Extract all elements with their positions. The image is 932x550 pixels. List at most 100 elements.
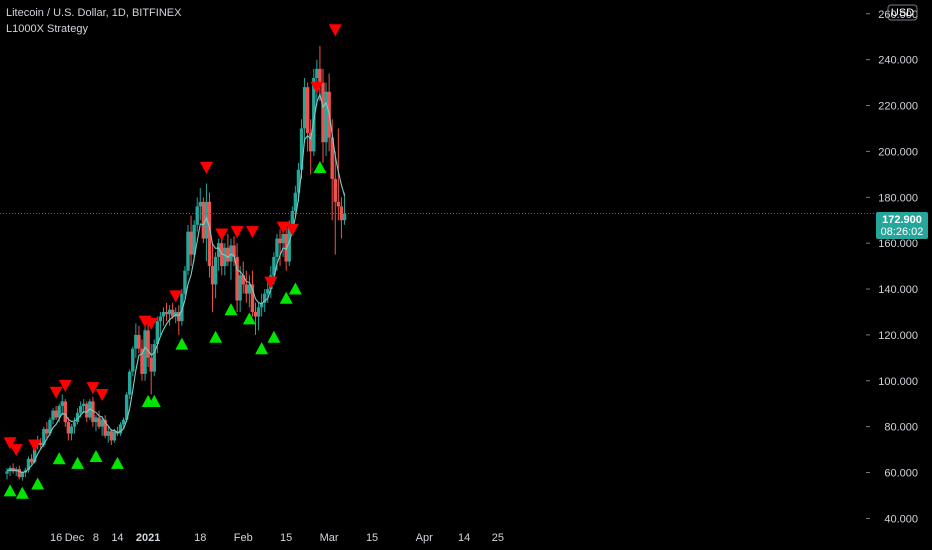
candle-body [121,419,126,425]
candle [45,422,49,439]
candle [302,77,307,143]
candle-body [146,330,150,358]
candle [210,243,215,312]
candle-body [20,472,25,478]
sell-signal-icon [95,389,109,402]
sell-signal-icon [3,437,17,450]
candle-body [318,68,322,83]
candle [201,197,206,244]
candle-body [100,419,104,427]
candle-body [333,178,337,202]
candle-body [124,394,129,420]
candle-body [158,316,163,322]
candle [253,302,258,335]
candle-body [63,401,67,423]
sell-signal-icon [199,161,213,174]
candle-body [97,417,101,427]
buy-signal-icon [15,486,29,499]
sell-signal-icon [58,379,72,392]
candle-body [17,469,21,478]
x-tick-label: 8 [93,532,99,544]
sell-signal-icon [86,382,100,395]
sell-signal-icon [310,81,324,94]
buy-signal-icon [71,456,85,469]
sell-signal-icon [9,444,23,457]
x-tick-label: 18 [194,532,206,544]
candle-body [109,431,114,441]
candle [198,188,202,221]
candle [284,224,288,271]
buy-signal-icon [242,312,256,325]
candle-body [238,275,242,301]
candle [192,220,196,262]
candle-body [189,231,193,255]
candle-body [309,133,313,152]
strategy-name[interactable]: L1000X Strategy [6,23,88,35]
candle-body [229,245,233,262]
candle-body [42,428,46,446]
candle [118,422,123,436]
candle-body [247,284,252,294]
candle-body [207,201,212,267]
candle-body [220,243,224,267]
candle [216,238,221,271]
y-tick-label: 40.000 [884,513,918,525]
x-tick-label: Feb [234,532,253,544]
candle-body [118,424,123,434]
buy-signal-icon [89,449,103,463]
x-tick-label: 25 [492,532,504,544]
candle-body [85,403,89,418]
sell-signal-icon [328,24,342,37]
chart-title: Litecoin / U.S. Dollar, 1D, BITFINEX [6,7,182,19]
candle-body [275,238,279,257]
candle-body [281,233,285,244]
candle-body [256,307,261,317]
y-axis[interactable]: 40.000 60.000 80.000 100.000 120.000 140.000 1… [866,9,918,526]
candle-body [223,247,227,267]
candle-body [161,311,166,317]
candle-body [339,206,344,221]
sell-signal-icon [144,317,158,330]
candle [213,252,218,299]
candle [72,417,77,434]
currency-label: USD [891,7,914,19]
candle [250,270,255,317]
currency-badge[interactable]: USD [887,4,918,21]
candle-body [198,201,202,207]
candle [143,323,147,381]
candle [91,396,95,427]
candle [342,192,347,225]
candle [26,456,31,473]
candle [152,339,156,377]
x-axis[interactable]: 16 Dec 8 14 2021 18 Feb 15 Mar 15 Apr 14 25 [50,532,504,544]
candle-body [321,82,325,143]
buy-signal-icon [279,291,293,304]
candle [137,325,141,354]
candle [186,224,190,276]
candle [244,270,248,303]
candle [309,119,313,175]
candle-body [54,410,58,418]
candle [17,465,21,480]
candle-body [192,224,196,255]
candle-body [241,275,245,285]
candle-body [299,128,304,170]
y-tick-label: 80.000 [884,422,918,434]
sell-signal-icon [49,386,63,399]
candle-body [266,289,270,294]
candle [5,467,9,480]
candle-body [152,344,156,372]
candle-body [57,406,61,418]
x-tick-label: Mar [320,532,339,544]
candle [69,424,74,441]
candle [60,394,64,416]
candle-body [32,445,37,463]
candle [241,261,245,294]
candle [140,339,144,381]
candle-body [91,401,95,423]
sell-signal-icon [245,226,259,239]
candle-body [272,256,276,276]
candle-body [137,334,141,349]
